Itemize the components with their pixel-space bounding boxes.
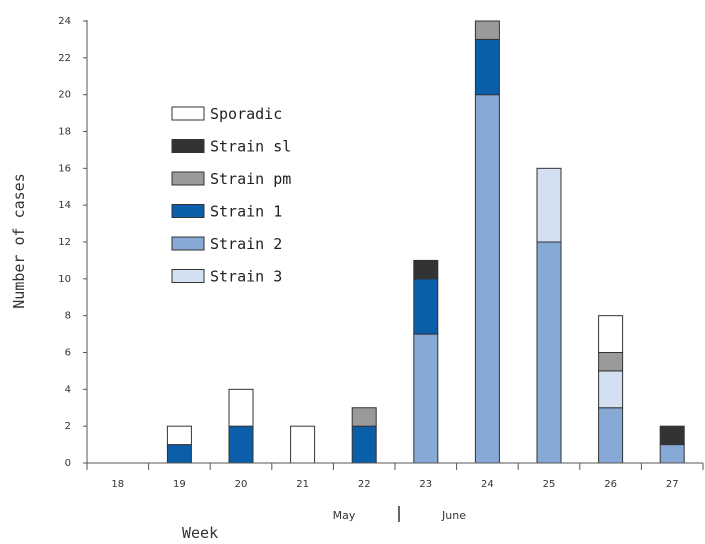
y-tick-label: 2 <box>65 421 71 432</box>
legend-swatch-strain-pm <box>171 171 205 186</box>
x-tick-label: 25 <box>543 479 556 490</box>
legend-label-strain-1: Strain 1 <box>210 203 282 221</box>
y-tick-label: 24 <box>58 16 71 27</box>
x-axis-title: Week <box>182 524 218 542</box>
bar-segment-strain-1-week-23 <box>413 278 439 335</box>
bar-segment-strain-1-week-20 <box>228 425 254 464</box>
bar-segment-strain-sl-week-27 <box>659 425 685 446</box>
legend: Sporadic Strain sl Strain pm Strain 1 Strain… <box>171 105 291 286</box>
x-tick-label: 26 <box>604 479 617 490</box>
x-tick-label: 18 <box>111 479 124 490</box>
bar-segment-sporadic-week-26 <box>598 315 624 353</box>
legend-label-sporadic: Sporadic <box>210 105 282 123</box>
month-label-may: May <box>333 509 356 522</box>
y-tick-label: 22 <box>58 53 71 64</box>
x-tick-label: 19 <box>173 479 186 490</box>
legend-swatch-strain-3 <box>171 269 205 283</box>
bar-segment-strain-2-week-26 <box>598 407 624 464</box>
bar-segment-strain-1-week-24 <box>474 38 500 96</box>
legend-swatch-strain-1 <box>171 204 205 218</box>
bars-layer <box>166 20 685 464</box>
bar-segment-strain-1-week-22 <box>351 425 377 464</box>
y-tick-label: 4 <box>65 384 71 395</box>
y-tick-label: 0 <box>65 458 71 469</box>
x-tick-label: 21 <box>296 479 309 490</box>
y-tick-label: 6 <box>65 348 71 359</box>
bar-segment-sporadic-week-19 <box>166 425 192 446</box>
bar-segment-strain-pm-week-24 <box>474 20 500 40</box>
y-tick-label: 16 <box>58 163 71 174</box>
bar-segment-strain-1-week-19 <box>166 444 192 464</box>
y-tick-label: 8 <box>65 311 71 322</box>
y-tick-label: 14 <box>58 200 71 211</box>
y-tick-label: 10 <box>58 274 71 285</box>
legend-label-strain-3: Strain 3 <box>210 268 282 286</box>
x-tick-label: 27 <box>666 479 679 490</box>
bar-segment-strain-sl-week-23 <box>413 259 439 280</box>
bar-segment-sporadic-week-20 <box>228 388 254 427</box>
x-tick-label: 22 <box>358 479 371 490</box>
bar-segment-strain-3-week-25 <box>536 167 562 243</box>
legend-swatch-strain-sl <box>171 139 205 153</box>
x-tick-label: 24 <box>481 479 494 490</box>
month-label-june: June <box>441 509 466 522</box>
bar-segment-strain-2-week-25 <box>536 241 562 464</box>
bar-segment-strain-2-week-24 <box>474 94 500 464</box>
legend-label-strain-pm: Strain pm <box>210 170 291 188</box>
x-tick-label: 20 <box>235 479 248 490</box>
bar-segment-strain-2-week-27 <box>659 444 685 464</box>
y-tick-label: 20 <box>58 90 71 101</box>
legend-swatch-sporadic <box>171 106 205 121</box>
bar-segment-sporadic-week-21 <box>290 425 316 464</box>
legend-label-strain-sl: Strain sl <box>210 138 291 156</box>
legend-label-strain-2: Strain 2 <box>210 235 282 253</box>
y-tick-label: 12 <box>58 237 71 248</box>
bar-segment-strain-pm-week-22 <box>351 407 377 427</box>
bar-segment-strain-3-week-26 <box>598 370 624 409</box>
x-tick-label: 23 <box>419 479 432 490</box>
bar-segment-strain-2-week-23 <box>413 333 439 464</box>
y-axis-title: Number of cases <box>10 173 28 308</box>
legend-swatch-strain-2 <box>171 236 205 251</box>
y-tick-label: 18 <box>58 127 71 138</box>
bar-segment-strain-pm-week-26 <box>598 352 624 372</box>
